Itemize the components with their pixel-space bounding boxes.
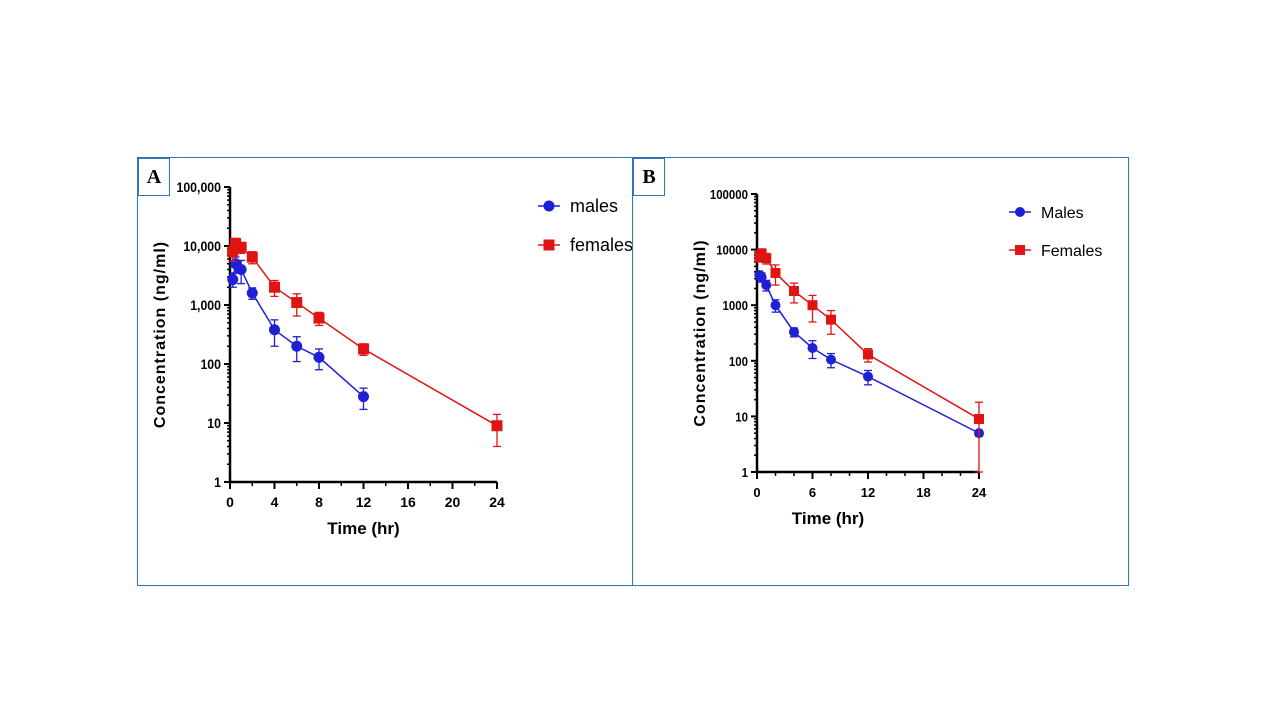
y-tick-label: 10 — [207, 415, 221, 431]
y-tick-label: 1,000 — [190, 297, 221, 313]
data-point-females — [807, 300, 818, 311]
y-tick-label: 100000 — [710, 187, 748, 202]
data-point-males — [807, 342, 818, 353]
y-tick-label: 1000 — [723, 299, 749, 314]
data-point-females — [974, 413, 984, 424]
x-tick-label: 0 — [753, 485, 760, 500]
panel-b-label: B — [633, 158, 665, 196]
legend-marker — [543, 200, 555, 212]
y-tick-label: 100 — [729, 354, 748, 369]
y-axis-title: Concentration (ng/ml) — [692, 239, 709, 426]
panel-a-label: A — [138, 158, 170, 196]
x-tick-label: 4 — [271, 494, 279, 510]
x-tick-label: 0 — [226, 494, 234, 510]
data-point-males — [358, 391, 369, 403]
panel-b: 1 10 100 1000 10000 100000 0 6 12 18 24 Time (hr) Co… — [632, 157, 1129, 586]
x-tick-label: 20 — [445, 494, 461, 510]
x-tick-label: 16 — [400, 494, 416, 510]
legend-label-females: Females — [1041, 243, 1102, 260]
series-line-males — [232, 262, 364, 398]
y-axis-title: Concentration (ng/ml) — [152, 241, 169, 428]
x-tick-label: 12 — [356, 494, 372, 510]
data-point-females — [230, 238, 242, 250]
data-point-males — [246, 287, 258, 299]
data-point-females — [269, 281, 280, 293]
data-point-females — [761, 253, 772, 264]
y-tick-label: 100 — [200, 356, 221, 372]
legend-label-males: Males — [1041, 205, 1084, 222]
x-tick-label: 18 — [916, 485, 930, 500]
x-tick-label: 24 — [972, 485, 987, 500]
y-tick-label: 10 — [735, 410, 748, 425]
panel-a: 1 10 100 1,000 10,000 100,000 0 4 8 12 16 20 24 Time … — [137, 157, 634, 586]
data-point-females — [358, 343, 369, 355]
y-tick-label: 10000 — [716, 243, 748, 258]
data-point-females — [227, 246, 239, 258]
y-tick-label: 100,000 — [177, 179, 221, 195]
y-tick-label: 1 — [742, 465, 749, 480]
chart-a-svg: 1 10 100 1,000 10,000 100,000 0 4 8 12 16 20 24 Time … — [152, 179, 633, 538]
data-point-females — [770, 267, 781, 278]
data-point-males — [269, 324, 280, 336]
data-point-males — [235, 263, 247, 275]
data-point-females — [789, 286, 799, 297]
data-point-females — [291, 297, 303, 309]
data-point-males — [291, 340, 303, 352]
legend-label-males: males — [570, 196, 618, 216]
chart-b-svg: 1 10 100 1000 10000 100000 0 6 12 18 24 Time (hr) Co… — [692, 187, 1102, 528]
legend-marker — [543, 239, 555, 251]
x-tick-label: 24 — [489, 494, 505, 510]
data-point-females — [235, 241, 247, 253]
data-point-males — [756, 272, 767, 283]
data-point-males — [826, 354, 836, 365]
data-point-females — [491, 420, 503, 432]
data-point-females — [246, 251, 258, 263]
x-tick-label: 12 — [861, 485, 875, 500]
y-tick-label: 10,000 — [183, 238, 221, 254]
data-point-males — [761, 280, 772, 291]
data-point-males — [227, 274, 239, 286]
data-point-males — [863, 371, 873, 382]
data-point-males — [313, 351, 325, 363]
y-tick-label: 1 — [214, 474, 221, 490]
legend-marker — [1015, 245, 1025, 255]
legend-label-females: females — [570, 235, 633, 255]
data-point-females — [313, 312, 325, 324]
data-point-males — [770, 300, 781, 311]
data-point-females — [863, 349, 873, 360]
data-point-males — [789, 326, 799, 337]
x-axis-title: Time (hr) — [792, 509, 864, 528]
x-tick-label: 8 — [315, 494, 323, 510]
x-axis-title: Time (hr) — [327, 519, 399, 538]
data-point-females — [826, 314, 836, 325]
legend-marker — [1015, 207, 1025, 217]
x-tick-label: 6 — [809, 485, 816, 500]
